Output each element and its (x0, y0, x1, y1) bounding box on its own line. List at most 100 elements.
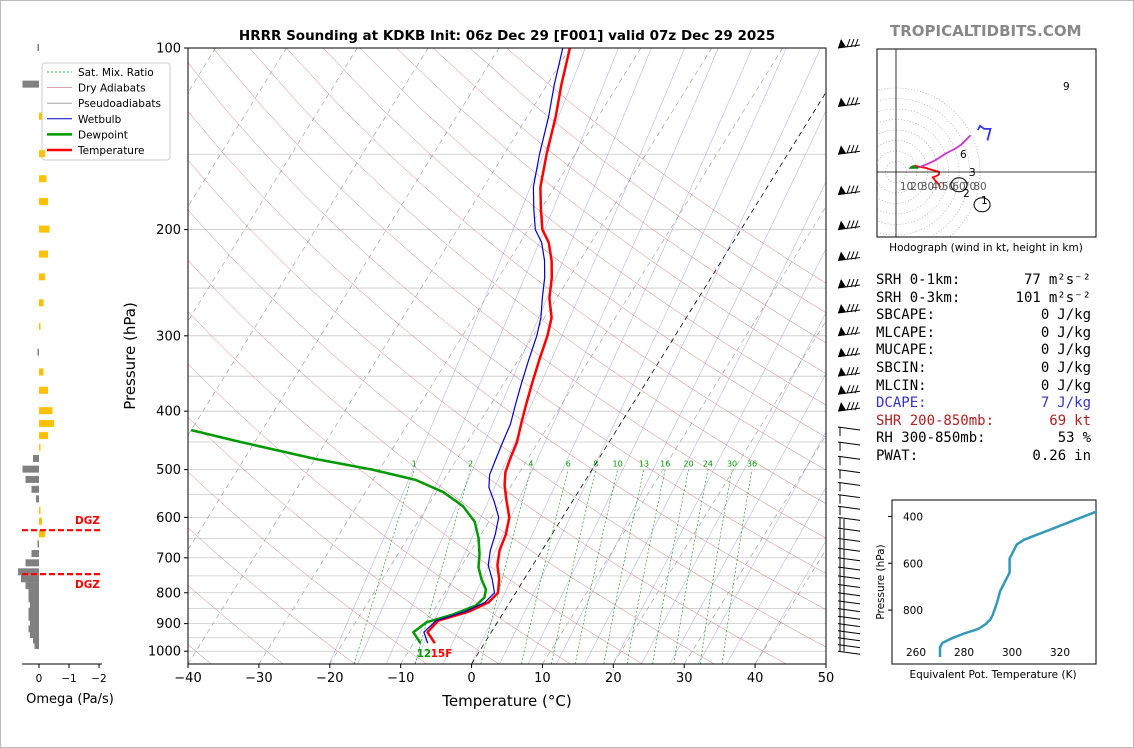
x-tick-label: 30 (676, 671, 693, 686)
isotherm (0, 48, 3, 664)
dry-adiabat (432, 48, 826, 344)
x-tick-label: 10 (534, 671, 551, 686)
mixing-ratio-label: 16 (660, 460, 670, 469)
omega-bar (33, 454, 39, 462)
hodograph-ring-label: 40 (931, 181, 944, 193)
barb-pennant (838, 97, 846, 107)
mixing-ratio-line (652, 469, 689, 664)
stat-value: 0 J/kg (1041, 325, 1091, 343)
barb-flag (846, 145, 851, 154)
mixing-ratio-label: 30 (727, 460, 737, 469)
dry-adiabat (249, 48, 826, 504)
omega-bar (30, 619, 39, 627)
hodograph-box (876, 48, 1097, 238)
omega-bar (34, 641, 39, 649)
hodograph-caption: Hodograph (wind in kt, height in km) (889, 242, 1083, 254)
omega-bar (28, 595, 39, 603)
hodograph-height-label: 3 (969, 167, 976, 179)
barb-pennant (838, 402, 846, 412)
omega-bar (39, 368, 44, 376)
isotherm (188, 48, 429, 436)
y-tick-label: 400 (156, 405, 181, 420)
wind-barb (837, 557, 861, 571)
dry-adiabat (188, 110, 826, 610)
barb-staff (837, 623, 861, 628)
dry-adiabat (396, 48, 826, 374)
mixing-ratio-label: 6 (566, 460, 571, 469)
barb-flag (846, 185, 851, 194)
omega-bar (39, 419, 54, 427)
wind-barb (837, 385, 861, 395)
barb-flag (846, 401, 851, 411)
dgz-label: DGZ (75, 579, 100, 591)
barb-flag (846, 347, 851, 356)
barb-staff (837, 566, 861, 571)
barb-staff (837, 481, 861, 486)
profile-dewpoint (190, 428, 488, 644)
legend-label: Sat. Mix. Ratio (78, 67, 154, 79)
pseudoadiabat (754, 540, 826, 664)
barb-pennant (838, 185, 846, 195)
stat-number: 69 (1049, 412, 1067, 429)
omega-bar (28, 588, 39, 596)
barb-staff (837, 527, 861, 532)
stat-row: SRH 0-3km: 101 m²s⁻² (876, 290, 1091, 308)
chart-title: HRRR Sounding at KDKB Init: 06z Dec 29 [… (239, 28, 775, 44)
omega-bar (21, 575, 39, 583)
mixing-ratio-line (721, 469, 753, 664)
mixing-ratio-line (700, 469, 733, 664)
stat-label: SHR 200-850mb: (876, 412, 995, 429)
barb-pennant (838, 347, 846, 357)
omega-bar (28, 613, 39, 621)
wind-barb (837, 326, 861, 337)
stat-value: 53% (1058, 430, 1091, 448)
pseudoadiabat (669, 373, 826, 664)
stat-row: SBCIN: 0 J/kg (876, 360, 1091, 378)
barb-flag (854, 185, 859, 194)
wind-barb (837, 591, 861, 605)
stat-label: RH 300-850mb: (876, 430, 986, 447)
omega-bar (39, 517, 42, 525)
isotherm (188, 48, 571, 664)
legend: Sat. Mix. Ratio Dry Adiabats Pseudoadiabat… (41, 62, 171, 161)
omega-bar (22, 80, 39, 88)
mixing-ratio-label: 13 (639, 460, 649, 469)
surface-temperature-label: 15F (431, 648, 453, 660)
barb-staff (837, 426, 861, 431)
barb-flag (846, 326, 851, 335)
theta-e-ytick-label: 800 (903, 605, 923, 617)
barb-flag (854, 220, 859, 229)
stat-unit: % (1082, 430, 1091, 447)
dry-adiabat (469, 48, 826, 314)
barb-pennant (838, 304, 846, 314)
wind-barbs (835, 38, 861, 655)
wind-barb (837, 505, 861, 516)
x-tick-label: 40 (747, 671, 764, 686)
omega-tick-label: 0 (36, 673, 43, 685)
omega-bar (18, 568, 39, 576)
barb-staff (837, 441, 861, 446)
barb-pennant (838, 39, 846, 48)
surface-dewpoint-label: 12 (417, 648, 432, 660)
stat-number: 0 (1040, 324, 1050, 341)
mixing-ratio-label: 2 (468, 460, 473, 469)
wind-barb (837, 529, 861, 542)
barb-staff (837, 650, 861, 655)
barb-flag (846, 251, 851, 260)
pseudoadiabat (442, 48, 719, 664)
hodograph-height-label: 1 (981, 195, 988, 207)
barb-staff (837, 630, 861, 635)
omega-bar (31, 550, 39, 558)
stat-unit: m²s⁻² (1048, 289, 1091, 306)
mixing-ratio-line (574, 469, 618, 664)
stat-number: 77 (1023, 272, 1041, 288)
barb-flag (850, 303, 855, 313)
dry-adiabat (286, 48, 826, 471)
skewt-background-lines: 1 2 4 6 8 10 13 16 20 24 30 36 (0, 48, 826, 664)
isotherm (542, 206, 826, 664)
stat-value: 0 J/kg (1041, 360, 1091, 378)
wind-barb (837, 583, 861, 597)
y-tick-label: 900 (156, 617, 181, 632)
